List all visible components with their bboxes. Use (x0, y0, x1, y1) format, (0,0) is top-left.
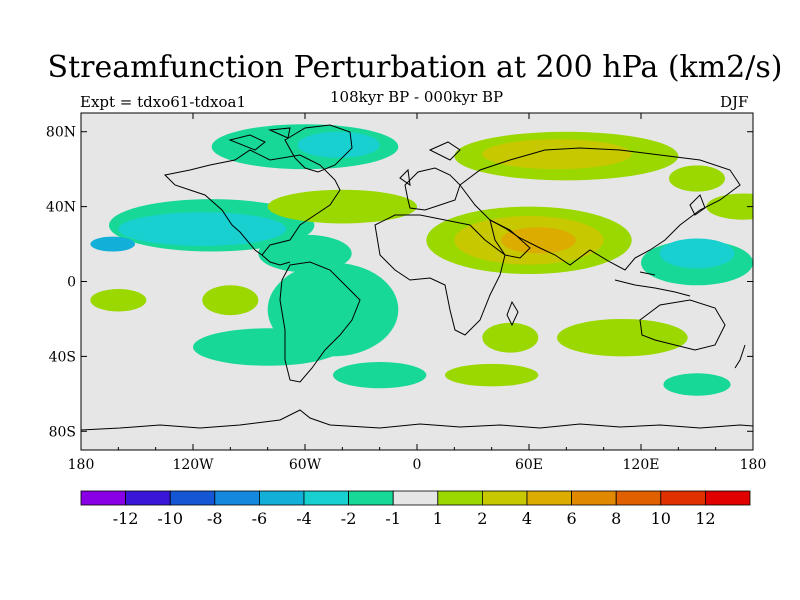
colorbar-swatch (526, 490, 572, 506)
x-tick-label: 60W (289, 457, 322, 473)
colorbar-label: -6 (252, 509, 268, 528)
colorbar-swatch (615, 490, 662, 506)
colorbar-label: 12 (695, 509, 715, 528)
colorbar-swatch (392, 490, 439, 506)
x-tick-label: 0 (413, 457, 422, 473)
x-tick-label: 120W (172, 457, 214, 473)
x-tick-label: 180 (68, 457, 95, 473)
region-eurasia-high-core (482, 139, 632, 170)
colorbar-swatch (571, 490, 617, 506)
region-west-pacific-low-core (659, 238, 735, 269)
colorbar-label: 4 (522, 509, 532, 528)
region-north-atlantic-high (267, 189, 417, 224)
colorbar-swatch (303, 490, 349, 506)
colorbar-label: 10 (651, 509, 671, 528)
y-tick-label: 80N (46, 125, 76, 141)
colorbar-swatch (258, 490, 305, 506)
colorbar-swatch (214, 490, 260, 506)
colorbar: -12 -10 -8 -6 -4 -2 -1 1 2 4 6 8 10 12 (80, 490, 751, 528)
y-axis: 80N 40N 0 40S 80S (46, 125, 753, 440)
region-south-pacific-high (90, 288, 147, 312)
season-label: DJF (720, 93, 749, 111)
x-tick-label: 60E (515, 457, 543, 473)
colorbar-label: 6 (567, 509, 577, 528)
coastlines (81, 124, 753, 431)
colorbar-swatch (705, 490, 751, 506)
region-north-pacific-low-core (118, 212, 287, 246)
colorbar-swatch (125, 490, 171, 506)
colorbar-swatch (660, 490, 706, 506)
colorbar-label: -8 (207, 509, 223, 528)
region-north-pacific-east-high (706, 193, 753, 220)
contour-regions (90, 124, 753, 396)
colorbar-swatch (169, 490, 216, 506)
colorbar-label: -12 (113, 509, 139, 528)
region-northwest-pacific-high (669, 165, 725, 192)
region-hawaii-low (90, 236, 136, 252)
colorbar-label: 8 (611, 509, 621, 528)
region-south-indian-high (557, 318, 688, 357)
region-southern-ocean-high (445, 363, 539, 387)
colorbar-label: 1 (433, 509, 443, 528)
period-label: 108kyr BP - 000kyr BP (330, 88, 504, 106)
colorbar-swatch (348, 490, 394, 506)
x-tick-label: 120E (623, 457, 660, 473)
y-tick-label: 0 (67, 275, 76, 291)
y-tick-label: 80S (49, 424, 76, 440)
region-southeast-pacific-low (193, 328, 343, 366)
region-south-atlantic-high (482, 322, 539, 353)
colorbar-swatch (80, 490, 126, 506)
colorbar-label: 2 (477, 509, 487, 528)
colorbar-label: -2 (341, 509, 357, 528)
colorbar-label: -10 (157, 509, 183, 528)
colorbar-swatch (481, 490, 528, 506)
region-middle-east-high-core (500, 227, 576, 254)
region-australia-south-low (663, 373, 731, 396)
y-tick-label: 40S (49, 349, 76, 365)
y-tick-label: 40N (46, 200, 76, 216)
region-southern-ocean-low (333, 362, 427, 389)
x-axis: 180 120W 60W 0 60E 120E 180 (68, 113, 767, 473)
x-tick-label: 180 (740, 457, 767, 473)
region-caribbean-low (258, 234, 352, 273)
region-east-pacific-high (202, 285, 259, 316)
region-greenland-low (297, 131, 380, 158)
experiment-label: Expt = tdxo61-tdxoa1 (80, 93, 247, 111)
colorbar-swatch (437, 490, 483, 506)
colorbar-label: -4 (296, 509, 312, 528)
chart-title: Streamfunction Perturbation at 200 hPa (… (47, 50, 783, 85)
colorbar-label: -1 (385, 509, 401, 528)
